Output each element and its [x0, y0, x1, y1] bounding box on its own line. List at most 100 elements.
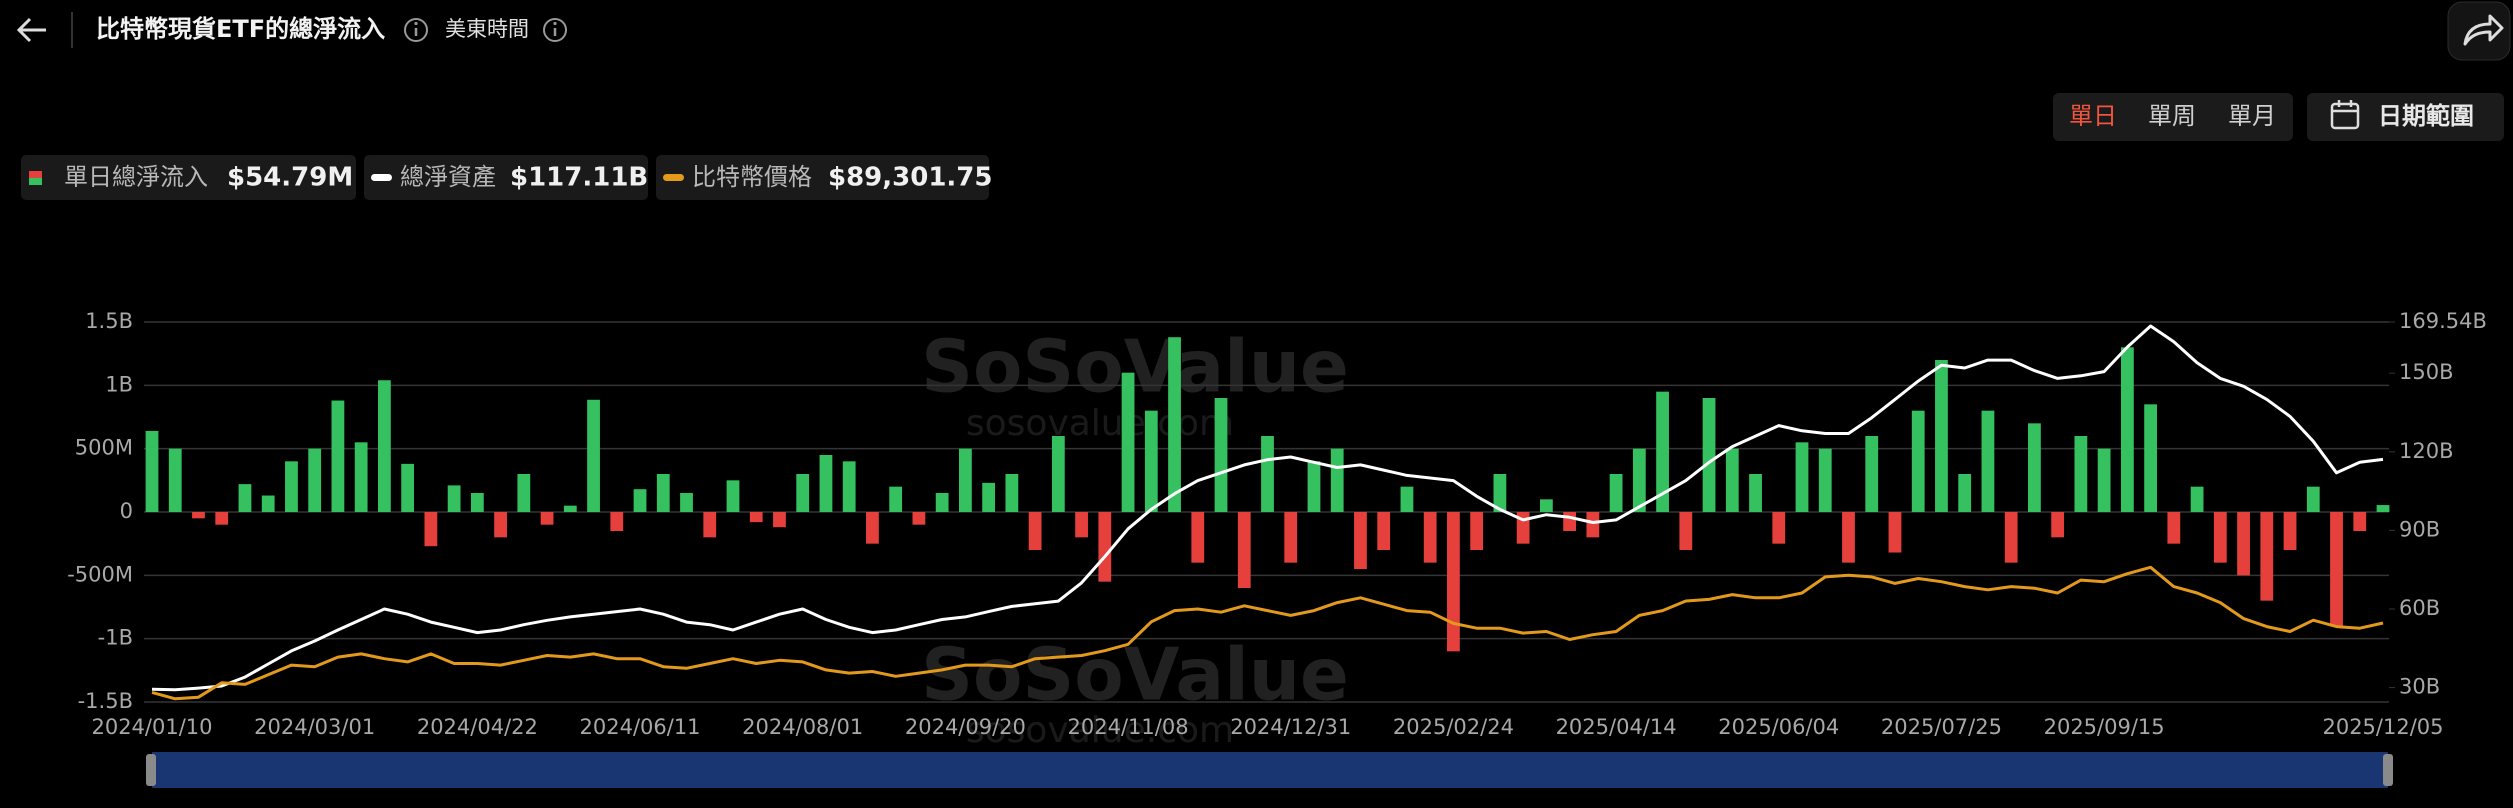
bar	[1632, 448, 1646, 512]
legend-icon-positive	[29, 178, 42, 185]
bar	[1749, 474, 1762, 512]
bar	[1493, 474, 1507, 512]
bar	[703, 512, 717, 538]
watermark-brand: SoSoValue	[921, 325, 1349, 409]
bar	[1028, 512, 1042, 550]
legend-pill	[364, 155, 648, 200]
legend-value: $89,301.75	[828, 163, 992, 193]
bar	[424, 512, 438, 547]
range-navigator[interactable]	[146, 752, 2393, 788]
legend-value: $54.79M	[227, 163, 353, 193]
title-info[interactable]	[404, 18, 428, 42]
bar	[1261, 436, 1274, 512]
bar	[1539, 499, 1553, 512]
y2-tick-label: 90B	[2399, 517, 2440, 541]
bar	[2074, 436, 2088, 512]
x-tick-label: 2024/12/31	[1230, 715, 1351, 739]
legend-pill	[21, 155, 356, 200]
share-icon	[2463, 14, 2504, 46]
period-day[interactable]: 單日	[2069, 102, 2117, 130]
bar	[1679, 512, 1693, 550]
period-week[interactable]: 單周	[2148, 102, 2196, 130]
bar	[494, 512, 507, 538]
bar	[1075, 512, 1088, 538]
y-tick-label: -1.5B	[78, 689, 133, 713]
period-month[interactable]: 單月	[2228, 102, 2276, 130]
y-tick-label: 500M	[75, 436, 133, 460]
bar	[958, 448, 972, 512]
y2-tick-label: 60B	[2399, 596, 2440, 620]
bar	[2213, 512, 2227, 563]
bar	[1121, 372, 1135, 512]
plot: 1.5B 1B 500M 0 -500M -1B -1.5B 169.54B 150B 120B 9…	[67, 309, 2487, 739]
bar	[842, 461, 856, 512]
calendar-icon	[2330, 102, 2360, 130]
x-tick-label: 2024/11/08	[1068, 715, 1189, 739]
bar	[401, 463, 415, 512]
navigator-handle[interactable]	[2383, 754, 2393, 786]
y-tick-label: 1.5B	[85, 309, 133, 333]
bar	[1656, 391, 1669, 512]
bar	[2120, 347, 2134, 512]
line	[151, 565, 2384, 701]
page-title: 比特幣現貨ETF的總淨流入	[96, 15, 385, 43]
bar	[2376, 505, 2390, 512]
bar	[1842, 512, 1855, 563]
bar	[1005, 474, 1019, 512]
bar	[378, 380, 391, 512]
back-arrow	[16, 17, 46, 43]
bar	[2004, 512, 2018, 563]
bar	[1098, 512, 1112, 582]
bar	[540, 512, 554, 525]
bar	[2144, 404, 2157, 512]
x-tick-label: 2024/08/01	[742, 715, 863, 739]
share-button[interactable]	[2447, 1, 2511, 61]
legend-icon-negative	[29, 171, 42, 178]
x-tick-label: 2024/03/01	[254, 715, 375, 739]
back-button[interactable]	[16, 17, 46, 43]
navigator-handle[interactable]	[146, 754, 156, 786]
x-tick-label: 2025/04/14	[1556, 715, 1677, 739]
bar	[1354, 512, 1367, 569]
period-switch	[2053, 93, 2293, 141]
bar	[1772, 512, 1786, 544]
bar	[2051, 512, 2065, 538]
bar	[889, 486, 903, 512]
bar	[2330, 512, 2343, 626]
bar	[656, 474, 670, 512]
bar	[563, 505, 577, 512]
x-tick-label: 2025/06/04	[1718, 715, 1839, 739]
watermark-brand: SoSoValue	[921, 633, 1349, 717]
bar	[819, 455, 833, 512]
x-tick-label: 2024/09/20	[905, 715, 1026, 739]
legend-icon	[371, 174, 392, 181]
line	[151, 324, 2384, 692]
timezone: 美東時間	[445, 17, 529, 41]
bar	[261, 495, 275, 512]
bar	[587, 399, 600, 512]
x-tick-label: 2024/04/22	[417, 715, 538, 739]
bar	[1191, 512, 1205, 563]
bar	[935, 493, 949, 512]
bar	[1377, 512, 1391, 550]
bar	[2237, 512, 2250, 576]
bar	[1725, 448, 1739, 512]
legend-value: $117.11B	[510, 163, 648, 193]
timezone-info[interactable]	[543, 18, 567, 42]
bar	[1865, 436, 1879, 512]
bar	[1168, 337, 1181, 512]
bar	[1237, 512, 1251, 588]
x-tick-label: 2025/07/25	[1881, 715, 2002, 739]
date-range-label: 日期範圍	[2378, 102, 2474, 130]
bar	[1423, 512, 1437, 563]
info-icon	[404, 18, 428, 42]
y-tick-label: 1B	[105, 372, 133, 396]
bar	[1586, 512, 1600, 538]
bar	[610, 512, 624, 531]
bar	[470, 493, 484, 512]
bar	[1307, 461, 1321, 512]
watermark-site: sosovalue.com	[966, 403, 1234, 444]
bar	[517, 474, 531, 512]
navigator-window	[152, 752, 2388, 788]
date-range-button[interactable]: 日期範圍	[2307, 93, 2504, 141]
